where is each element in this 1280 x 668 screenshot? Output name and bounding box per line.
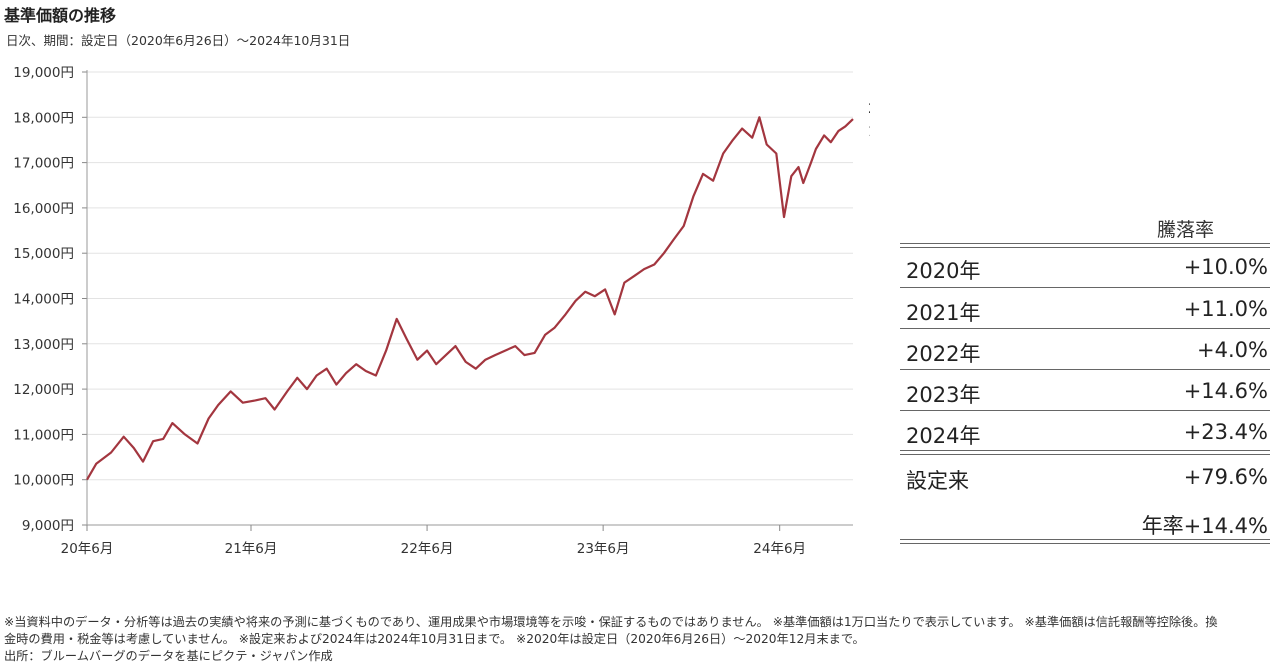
y-tick-label: 11,000円	[13, 427, 74, 443]
table-rule	[900, 287, 1270, 288]
nav-series-line	[86, 116, 854, 481]
y-tick-label: 15,000円	[13, 246, 74, 262]
x-tick-label: 24年6月	[753, 541, 806, 557]
return-table-header: 騰落率	[1156, 219, 1214, 241]
y-tick-label: 16,000円	[13, 201, 74, 217]
price-chart: 9,000円 10,000円 11,000円 12,000円 13,000円 14,000…	[13, 65, 870, 557]
y-tick-label: 13,000円	[13, 337, 74, 353]
y-tick-label: 12,000円	[13, 382, 74, 398]
y-tick-label: 9,000円	[22, 518, 74, 534]
footnote-line: 金時の費用・税金等は考慮していません。 ※設定来および2024年は2024年10…	[4, 632, 865, 646]
chart-subtitle: 日次、期間：設定日（2020年6月26日）〜2024年10月31日	[6, 33, 351, 48]
table-rule	[900, 369, 1270, 370]
table-rule	[900, 450, 1270, 455]
table-row-value: +23.4%	[1183, 420, 1268, 444]
x-tick-label: 22年6月	[401, 541, 454, 557]
table-row-label: 2020年	[906, 259, 981, 283]
y-tick-label: 19,000円	[13, 65, 74, 81]
footnote-line: ※当資料中のデータ・分析等は過去の実績や将来の予測に基づくものであり、運用成果や…	[4, 615, 1218, 629]
table-row-label: 2022年	[906, 342, 981, 366]
table-row-label: 2024年	[906, 424, 981, 448]
x-tick-label: 20年6月	[61, 541, 114, 557]
table-rule	[900, 328, 1270, 329]
x-tick-label: 23年6月	[577, 541, 630, 557]
y-tick-label: 10,000円	[13, 473, 74, 489]
table-row-label: 2021年	[906, 301, 981, 325]
footnote-source: 出所：ブルームバーグのデータを基にピクテ・ジャパン作成	[4, 649, 333, 663]
table-row-value: +4.0%	[1197, 338, 1268, 362]
table-row-value: +79.6%	[1183, 465, 1268, 489]
y-tick-label: 17,000円	[13, 156, 74, 172]
y-tick-label: 14,000円	[13, 292, 74, 308]
table-row-value: +14.6%	[1183, 379, 1268, 403]
chart-title: 基準価額の推移	[4, 6, 117, 25]
table-row-value: +10.0%	[1183, 255, 1268, 279]
end-annotation: 17,960円	[868, 124, 870, 140]
end-annotation: 24年10月31日	[868, 101, 870, 117]
footnote: ※当資料中のデータ・分析等は過去の実績や将来の予測に基づくものであり、運用成果や…	[4, 614, 1276, 665]
y-tick-label: 18,000円	[13, 110, 74, 126]
table-rule	[900, 243, 1270, 248]
annualized-return: 年率+14.4%	[1141, 514, 1268, 538]
table-row-value: +11.0%	[1183, 297, 1268, 321]
table-rule	[900, 539, 1270, 544]
table-row-label: 2023年	[906, 383, 981, 407]
table-rule	[900, 410, 1270, 411]
table-row-label: 設定来	[906, 469, 969, 493]
x-tick-label: 21年6月	[225, 541, 278, 557]
